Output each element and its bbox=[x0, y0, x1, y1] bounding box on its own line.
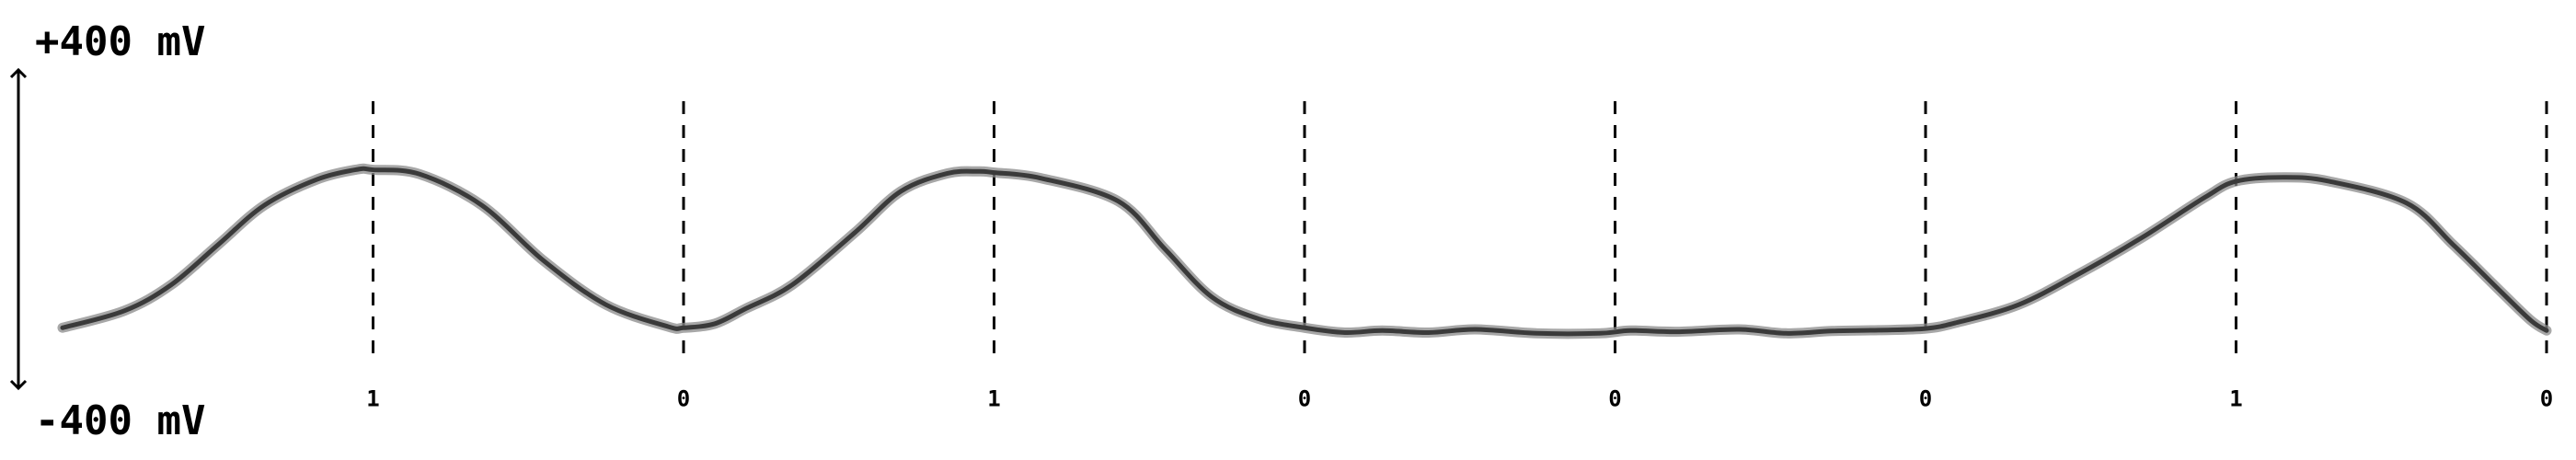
bit-label: 1 bbox=[2229, 386, 2242, 412]
bit-label: 0 bbox=[1608, 386, 1621, 412]
bit-label: 0 bbox=[677, 386, 690, 412]
waveform-line bbox=[60, 166, 2549, 337]
bit-labels: 1 0 1 0 0 0 1 0 bbox=[366, 386, 2553, 412]
bit-label: 0 bbox=[2540, 386, 2553, 412]
bit-label: 1 bbox=[366, 386, 379, 412]
waveform-series bbox=[57, 163, 2552, 339]
bit-label: 0 bbox=[1298, 386, 1311, 412]
bit-label: 0 bbox=[1919, 386, 1932, 412]
bit-markers bbox=[372, 101, 2548, 361]
y-min-label: -400 mV bbox=[35, 397, 205, 444]
y-max-label: +400 mV bbox=[35, 18, 205, 65]
bit-label: 1 bbox=[987, 386, 1000, 412]
